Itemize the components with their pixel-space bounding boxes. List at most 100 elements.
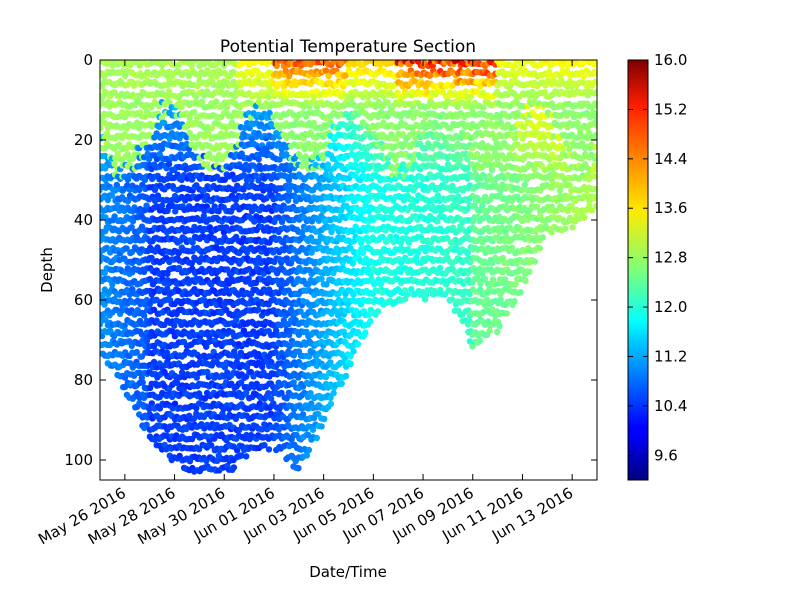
data-point [119,109,126,116]
data-point [313,434,320,442]
data-point [374,308,382,315]
data-point [201,395,209,402]
data-point [123,245,130,252]
data-point [287,306,295,314]
data-point [261,421,268,428]
data-point [342,372,350,380]
data-point [175,264,183,272]
data-point [101,286,109,293]
data-point [109,281,116,288]
data-point [354,166,362,174]
data-point [305,446,313,454]
data-point [191,108,198,116]
data-point [185,72,193,80]
data-point [200,213,207,220]
data-point [349,260,357,267]
data-point [102,316,109,324]
data-point [203,343,210,350]
data-point [260,245,267,252]
data-point [367,317,374,325]
data-point [342,72,349,79]
data-point [258,426,266,433]
data-point [242,161,250,169]
data-point [190,415,198,422]
data-point [360,208,367,215]
data-point [158,145,166,152]
data-point [146,405,153,413]
scatter-points [100,60,597,475]
data-point [101,73,108,80]
data-point [265,94,272,101]
data-point [111,213,118,220]
data-point [359,166,367,174]
data-point [467,93,474,101]
data-point [306,353,313,360]
data-point [166,135,173,142]
data-point [265,446,273,453]
data-point [362,255,370,263]
data-point [327,394,334,402]
data-point [290,379,297,386]
data-point [275,140,282,147]
data-point [238,452,245,459]
data-point [347,352,354,360]
data-point [280,317,287,324]
data-point [278,389,285,397]
data-point [158,114,165,121]
data-point [421,296,429,303]
data-point [291,192,298,199]
data-point [352,161,359,169]
data-point [309,426,317,433]
data-point [384,99,391,106]
data-point [334,312,342,319]
data-point [283,192,290,199]
data-point [114,150,122,157]
data-point [136,186,143,194]
data-point [277,322,285,329]
data-point [183,110,190,117]
data-point [318,275,325,283]
data-point [237,379,245,386]
data-point [100,93,106,101]
data-point [231,348,238,355]
data-point [233,316,240,324]
data-point [193,374,200,381]
data-point [124,197,132,205]
data-point [208,124,216,132]
data-point [255,254,262,262]
data-point [305,140,312,147]
data-point [280,83,288,90]
data-point [243,389,250,396]
data-point [295,465,302,472]
data-point [100,124,104,132]
data-point [231,321,238,329]
data-point [349,228,356,235]
data-point [322,332,329,340]
data-point [350,348,357,355]
data-point [409,130,417,137]
data-point [128,224,135,231]
data-point [101,119,108,127]
data-point [230,78,237,86]
data-point [195,446,203,453]
data-point [277,93,285,100]
data-point [359,249,367,257]
data-point [139,379,146,386]
data-point [287,275,295,283]
data-point [324,161,332,168]
data-point [276,156,283,163]
data-point [143,337,151,345]
data-point [153,155,161,163]
data-point [252,259,260,267]
data-point [146,276,154,283]
data-point [213,98,220,105]
data-point [258,182,266,189]
data-point [273,327,280,334]
data-point [186,114,193,122]
data-point [267,395,275,402]
data-point [139,337,146,345]
data-point [255,306,262,313]
data-point [315,238,322,245]
data-point [354,341,362,348]
data-point [178,176,185,184]
